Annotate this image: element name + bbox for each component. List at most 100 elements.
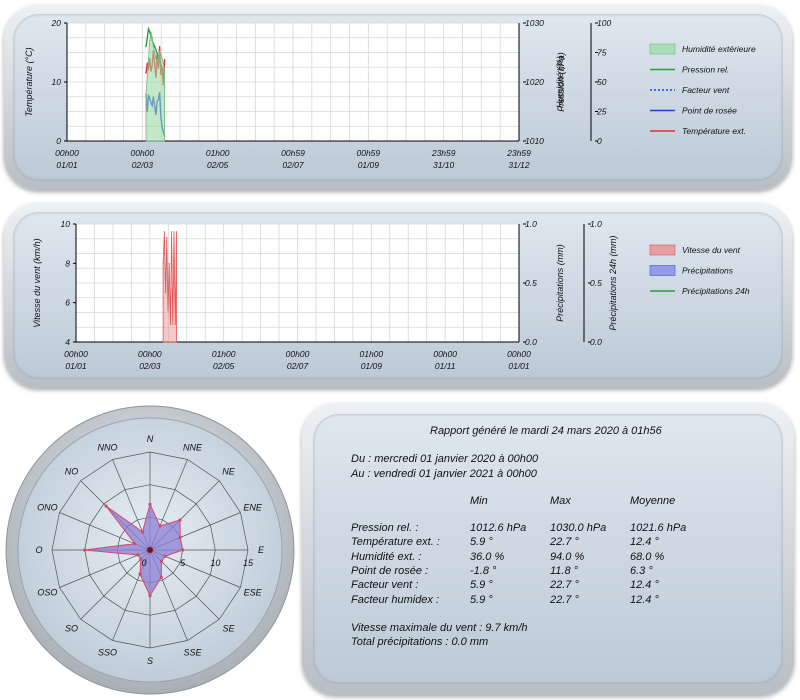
legend-label: Humidité extérieure — [682, 44, 756, 54]
report-panel — [302, 403, 794, 695]
x-tick-time: 23h59 — [506, 148, 531, 158]
rose-data-point — [148, 502, 152, 506]
wind-chart: 4 6 8 10 0.0 0.5 1.0 0.0 0.5 1.0 Vitesse du vent (… — [32, 219, 750, 371]
data-point — [163, 231, 165, 233]
rose-radial-label: 5 — [180, 558, 186, 568]
rose-direction-label: NE — [222, 467, 235, 477]
x-tick-time: 00h00 — [433, 349, 457, 359]
data-point — [162, 62, 164, 64]
report-row-label: Humidité ext. : — [351, 550, 422, 563]
data-point — [145, 93, 147, 95]
rose-data-point — [104, 504, 108, 508]
y-right1-tick-label: 1010 — [525, 136, 544, 146]
data-point — [167, 309, 169, 312]
rose-direction-label: N — [147, 434, 154, 444]
report-row-avg: 12.4 ° — [630, 579, 659, 592]
data-point — [147, 28, 150, 30]
data-point — [147, 57, 150, 60]
x-tick-time: 23h59 — [431, 148, 456, 158]
rose-data-point — [178, 535, 182, 540]
rose-data-point — [163, 554, 167, 558]
data-point — [165, 292, 167, 294]
rose-spoke — [80, 549, 151, 620]
data-point — [155, 57, 157, 60]
rose-direction-label: ENE — [243, 503, 263, 513]
legend-label: Pression rel. — [682, 65, 729, 75]
rose-direction-label: E — [258, 545, 265, 555]
report-row-max: 22.7 ° — [550, 536, 579, 549]
y-right2-tick-label: 100 — [597, 18, 611, 28]
legend-label: Précipitations — [682, 266, 734, 276]
rose-center — [147, 547, 153, 553]
rose-direction-label: SE — [222, 624, 235, 634]
legend-label: Point de rosée — [682, 106, 737, 116]
y-right2-tick-label: 0 — [597, 136, 602, 146]
data-point — [146, 75, 148, 77]
data-point — [175, 231, 178, 233]
rose-ring — [84, 484, 216, 616]
data-point — [174, 323, 176, 325]
data-point — [149, 31, 151, 33]
y-right2-tick-label: 1.0 — [590, 219, 602, 229]
y-right1-axis-title: Précipitations (mm) — [555, 244, 565, 322]
x-tick-time: 01h00 — [212, 349, 236, 359]
x-tick-date: 31/10 — [433, 160, 455, 170]
data-point — [152, 46, 154, 48]
data-point — [151, 36, 153, 38]
x-tick-date: 02/03 — [139, 361, 161, 371]
report-row-max: 94.0 % — [550, 550, 585, 563]
y-right1-tick-label: 1020 — [525, 77, 544, 87]
report-row-max: 1030.0 hPa — [550, 522, 607, 534]
report-panel-inner — [313, 414, 783, 684]
rose-direction-label: ESE — [244, 588, 263, 598]
rose-data-point — [158, 524, 162, 528]
report-row-label: Température ext. : — [351, 536, 440, 549]
rose-data-point — [136, 553, 140, 557]
legend-label: Facteur vent — [682, 85, 730, 95]
data-point — [146, 37, 148, 39]
x-tick-date: 02/07 — [287, 361, 309, 371]
report-row-min: 36.0 % — [470, 550, 505, 563]
report-row-min: 5.9 ° — [470, 536, 493, 549]
rose-data-point — [181, 548, 185, 552]
data-point — [156, 53, 158, 55]
report: Rapport généré le mardi 24 mars 2020 à 0… — [302, 403, 794, 695]
y-right1-tick-label: 0.0 — [525, 337, 537, 347]
data-point — [159, 50, 161, 52]
data-point — [166, 237, 168, 239]
report-total-rain: Total précipitations : 0.0 mm — [351, 636, 489, 648]
data-point — [159, 46, 161, 48]
rose-direction-label: O — [35, 545, 42, 555]
data-point — [169, 323, 171, 325]
data-point — [164, 69, 166, 71]
report-row-label: Pression rel. : — [351, 522, 419, 534]
y-left-tick-label: 8 — [65, 258, 70, 268]
rose-direction-label: NO — [65, 467, 79, 477]
x-tick-time: 01h00 — [206, 148, 230, 158]
rose-data-point — [138, 572, 142, 576]
rose-data-point — [159, 575, 163, 579]
data-point — [146, 62, 148, 64]
rose-data-point — [139, 557, 143, 561]
wind-rose: 0 5 10 15 N NNE NE ENE E ESE SE SSE S SSO SO OSO O ONO NO N… — [5, 405, 295, 695]
y-left-axis-title: Température (°C) — [24, 47, 34, 116]
x-tick-date: 31/12 — [508, 160, 530, 170]
y-right2-tick-label: 75 — [597, 48, 607, 58]
x-tick-time: 00h00 — [286, 349, 310, 359]
rose-radial-label: 15 — [243, 558, 254, 568]
x-tick-date: 02/03 — [132, 160, 154, 170]
rose-direction-label: NNE — [183, 442, 203, 452]
data-point — [160, 53, 162, 55]
report-row-label: Facteur humidex : — [351, 593, 440, 606]
x-tick-date: 01/09 — [358, 160, 380, 170]
rose-direction-label: NNO — [98, 442, 118, 452]
legend-swatch — [649, 43, 676, 55]
rose-data-point — [159, 559, 164, 564]
data-point — [162, 262, 164, 264]
report-row-max: 11.8 ° — [550, 564, 579, 577]
rose-direction-label: SO — [65, 624, 78, 634]
y-right2-tick-label: 0.0 — [590, 337, 602, 347]
rose-direction-label: S — [147, 656, 153, 666]
x-tick-date: 02/05 — [213, 361, 235, 371]
